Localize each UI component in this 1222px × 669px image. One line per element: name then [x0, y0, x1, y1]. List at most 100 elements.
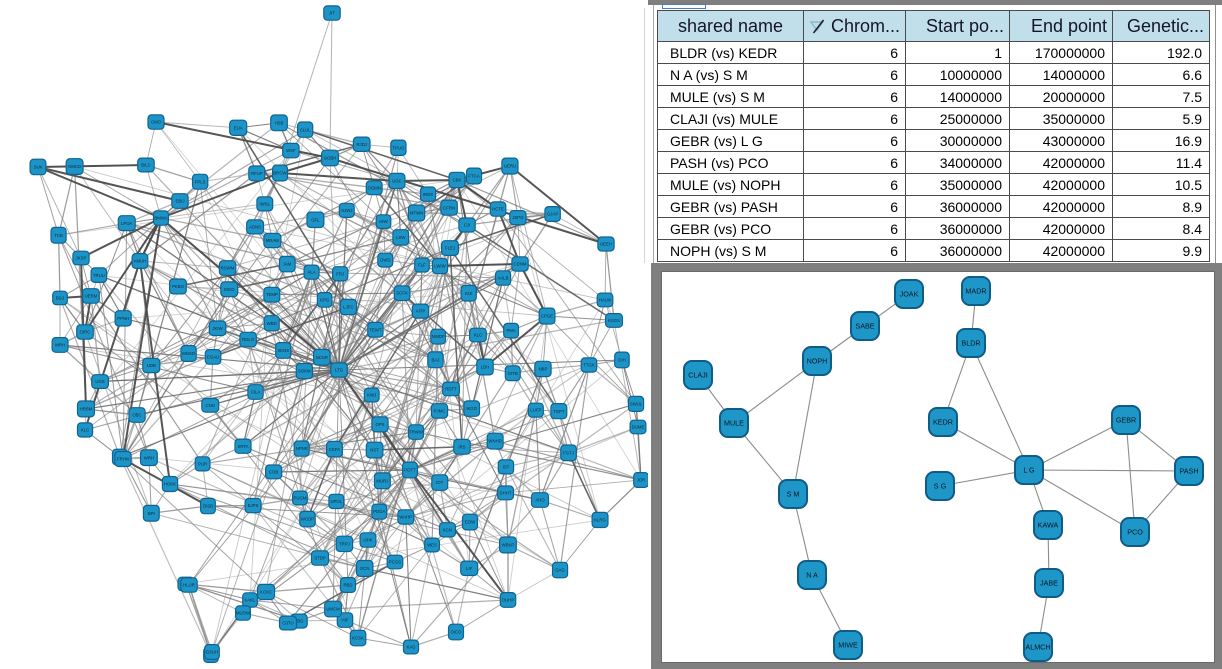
- svg-text:AALB: AALB: [498, 276, 509, 281]
- svg-text:OBC: OBC: [132, 413, 141, 418]
- svg-text:TEMP: TEMP: [266, 292, 278, 297]
- svg-text:LTG: LTG: [335, 368, 344, 373]
- svg-text:KIJI: KIJI: [465, 291, 472, 296]
- svg-text:BGJ: BGJ: [56, 296, 64, 301]
- svg-text:PCO: PCO: [1127, 528, 1143, 537]
- svg-text:RDTT: RDTT: [445, 387, 457, 392]
- svg-text:AHO: AHO: [535, 498, 545, 503]
- svg-text:RDLO: RDLO: [242, 337, 255, 342]
- svg-text:WRH: WRH: [55, 343, 65, 348]
- svg-text:NCSR: NCSR: [316, 355, 328, 360]
- svg-text:GFL: GFL: [311, 217, 320, 222]
- svg-text:TGPT: TGPT: [553, 409, 565, 414]
- svg-text:KCN: KCN: [443, 527, 452, 532]
- svg-text:DHHT: DHHT: [500, 491, 512, 496]
- svg-text:ALMCH: ALMCH: [1025, 643, 1050, 652]
- svg-text:BRCW: BRCW: [273, 171, 287, 176]
- svg-text:UERM: UERM: [85, 294, 98, 299]
- svg-text:PCGS: PCGS: [389, 560, 401, 565]
- svg-text:OICO: OICO: [451, 630, 463, 635]
- svg-text:HALW: HALW: [599, 298, 612, 303]
- svg-text:KLC: KLC: [474, 333, 482, 338]
- svg-text:ADNS: ADNS: [249, 225, 261, 230]
- svg-text:CBK: CBK: [453, 178, 462, 183]
- svg-text:JKIW: JKIW: [212, 326, 223, 331]
- svg-text:POTT: POTT: [404, 468, 416, 473]
- svg-text:MADR: MADR: [965, 287, 986, 296]
- svg-text:TEWT: TEWT: [369, 327, 382, 332]
- svg-text:KLRG: KLRG: [594, 518, 606, 523]
- svg-text:WNHD: WNHD: [488, 439, 501, 444]
- svg-text:MNSD: MNSD: [182, 351, 195, 356]
- svg-text:OITB: OITB: [508, 371, 518, 376]
- svg-text:IKGO: IKGO: [466, 406, 477, 411]
- svg-text:UERU: UERU: [504, 164, 516, 169]
- svg-text:IWSL: IWSL: [260, 202, 271, 207]
- svg-text:BJPS: BJPS: [248, 503, 259, 508]
- svg-text:MIWE: MIWE: [838, 641, 858, 650]
- svg-text:HIF: HIF: [342, 618, 349, 623]
- svg-text:UEEH: UEEH: [600, 242, 612, 247]
- svg-text:FRJ: FRJ: [336, 271, 344, 276]
- svg-text:CILA: CILA: [251, 390, 261, 395]
- svg-text:KCSK: KCSK: [352, 636, 364, 641]
- svg-text:WAHP: WAHP: [399, 515, 412, 520]
- svg-text:WES: WES: [427, 543, 437, 548]
- svg-text:PMA: PMA: [506, 328, 515, 333]
- svg-text:OMCD: OMCD: [68, 164, 81, 169]
- svg-text:EOW: EOW: [465, 520, 476, 525]
- svg-text:SOKM: SOKM: [298, 369, 311, 374]
- svg-text:FGTJ: FGTJ: [563, 450, 574, 455]
- svg-text:PDOA: PDOA: [373, 509, 385, 514]
- svg-text:FLEJ: FLEJ: [445, 246, 455, 251]
- svg-text:CJI: CJI: [464, 223, 470, 228]
- svg-text:DISB: DISB: [203, 504, 213, 509]
- svg-text:HSB: HSB: [275, 121, 284, 126]
- svg-text:LIF: LIF: [466, 566, 473, 571]
- svg-text:NWDF: NWDF: [432, 334, 445, 339]
- svg-text:CDNM: CDNM: [514, 262, 527, 267]
- svg-text:UDB: UDB: [147, 363, 156, 368]
- svg-text:NOPH: NOPH: [807, 357, 828, 366]
- svg-text:KAKL: KAKL: [245, 598, 257, 603]
- svg-text:SRTA: SRTA: [237, 444, 248, 449]
- svg-text:WBD: WBD: [267, 321, 277, 326]
- svg-text:PPNH: PPNH: [117, 316, 129, 321]
- svg-text:LWIW: LWIW: [434, 264, 446, 269]
- svg-text:MTWN: MTWN: [410, 211, 423, 216]
- svg-text:IOT: IOT: [436, 480, 444, 485]
- svg-text:BMWA: BMWA: [154, 216, 167, 221]
- svg-text:LDH: LDH: [481, 365, 490, 370]
- svg-text:DUME: DUME: [632, 425, 645, 430]
- svg-text:HLUR: HLUR: [183, 583, 195, 588]
- svg-text:UPOL: UPOL: [330, 499, 342, 504]
- svg-text:OCN: OCN: [360, 566, 370, 571]
- svg-text:MURJ: MURJ: [376, 478, 388, 483]
- svg-text:RJDJ: RJDJ: [356, 142, 367, 147]
- svg-text:OUHP: OUHP: [502, 598, 515, 603]
- svg-text:UMCM: UMCM: [326, 607, 340, 612]
- svg-text:KPG: KPG: [320, 298, 330, 303]
- svg-text:BLDR: BLDR: [961, 339, 980, 348]
- svg-text:S M: S M: [787, 490, 800, 499]
- svg-text:KLC: KLC: [81, 428, 89, 433]
- svg-text:LJFC: LJFC: [343, 305, 353, 310]
- svg-text:GPS: GPS: [375, 422, 384, 427]
- svg-text:GAG: GAG: [555, 568, 565, 573]
- svg-text:WRH: WRH: [144, 455, 154, 460]
- svg-text:IST: IST: [503, 465, 510, 470]
- svg-text:CPGE: CPGE: [541, 314, 553, 319]
- svg-text:PUR: PUR: [198, 461, 207, 466]
- svg-text:BAJ: BAJ: [432, 357, 440, 362]
- svg-text:LPOA: LPOA: [121, 221, 133, 226]
- svg-text:KEDR: KEDR: [933, 418, 953, 427]
- svg-text:ALA: ALA: [308, 270, 316, 275]
- svg-text:SWUL: SWUL: [630, 402, 643, 407]
- svg-text:SKNS: SKNS: [277, 348, 289, 353]
- svg-text:EUA: EUA: [234, 125, 243, 130]
- svg-text:CGAU: CGAU: [207, 355, 219, 360]
- svg-text:JKSP: JKSP: [76, 256, 87, 261]
- svg-text:HCTE: HCTE: [492, 207, 504, 212]
- svg-text:FRHN: FRHN: [117, 457, 129, 462]
- svg-text:S G: S G: [934, 482, 947, 491]
